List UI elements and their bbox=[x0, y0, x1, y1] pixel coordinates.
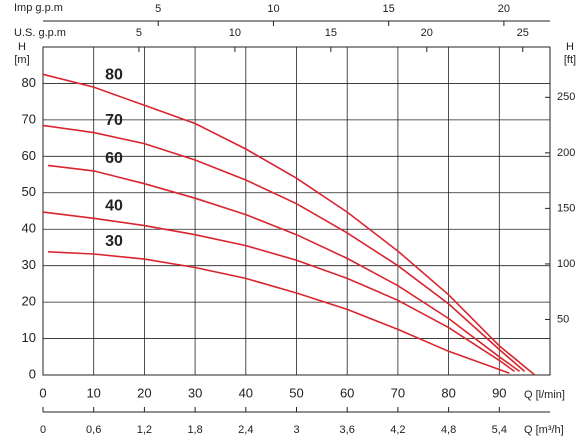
tick-label: 15 bbox=[325, 27, 337, 39]
y2-axis-label: [ft] bbox=[564, 54, 576, 66]
curve-label: 80 bbox=[105, 66, 123, 83]
y-tick-label: 40 bbox=[22, 221, 36, 236]
x-tick-label: 20 bbox=[137, 385, 151, 400]
x-axis-label: Q [l/min] bbox=[524, 389, 565, 401]
x-m3h-axis-label: Q [m³/h] bbox=[524, 424, 564, 436]
curve bbox=[48, 251, 510, 374]
y-tick-label: 20 bbox=[22, 294, 36, 309]
y2-tick-label: 200 bbox=[557, 147, 575, 159]
tick-label: 4,2 bbox=[390, 424, 405, 436]
x-tick-label: 0 bbox=[39, 385, 46, 400]
tick-label: 10 bbox=[267, 3, 279, 15]
tick-label: 5 bbox=[155, 3, 161, 15]
y2-tick-label: 50 bbox=[557, 313, 569, 325]
y2-tick-label: 100 bbox=[557, 258, 575, 270]
tick-label: 3,6 bbox=[340, 424, 355, 436]
x-tick-label: 50 bbox=[289, 385, 303, 400]
x-tick-label: 60 bbox=[340, 385, 354, 400]
curve-label: 70 bbox=[105, 112, 123, 129]
y-tick-label: 10 bbox=[22, 330, 36, 345]
tick-label: 15 bbox=[383, 3, 395, 15]
curve-label: 40 bbox=[105, 198, 123, 215]
tick-label: 3 bbox=[293, 424, 299, 436]
curve bbox=[42, 73, 536, 376]
tick-label: 4,8 bbox=[441, 424, 456, 436]
tick-label: 20 bbox=[421, 27, 433, 39]
x-tick-label: 90 bbox=[492, 385, 506, 400]
curve bbox=[42, 124, 526, 373]
y-tick-label: 30 bbox=[22, 257, 36, 272]
x-tick-label: 40 bbox=[239, 385, 253, 400]
y-tick-label: 70 bbox=[22, 111, 36, 126]
y-tick-label: 50 bbox=[22, 184, 36, 199]
tick-label: 5,4 bbox=[492, 424, 507, 436]
tick-label: 5 bbox=[136, 27, 142, 39]
tick-label: 10 bbox=[229, 27, 241, 39]
curve-label: 30 bbox=[105, 233, 123, 250]
imp-axis-label: Imp g.p.m bbox=[14, 2, 63, 14]
curve bbox=[48, 164, 521, 373]
y2-tick-label: 150 bbox=[557, 202, 575, 214]
x-tick-label: 80 bbox=[441, 385, 455, 400]
tick-label: 25 bbox=[517, 27, 529, 39]
y-axis-label-top: H bbox=[18, 41, 26, 53]
y-axis-label: [m] bbox=[14, 54, 29, 66]
curve bbox=[42, 211, 515, 373]
y-tick-label: 0 bbox=[29, 366, 36, 381]
us-axis-label: U.S. g.p.m bbox=[14, 27, 66, 39]
x-tick-label: 70 bbox=[391, 385, 405, 400]
y-tick-label: 60 bbox=[22, 148, 36, 163]
y2-tick-label: 250 bbox=[557, 91, 575, 103]
tick-label: 0 bbox=[40, 424, 46, 436]
tick-label: 20 bbox=[498, 3, 510, 15]
y2-axis-label-top: H bbox=[566, 41, 574, 53]
tick-label: 1,2 bbox=[137, 424, 152, 436]
x-tick-label: 30 bbox=[188, 385, 202, 400]
curve-label: 60 bbox=[105, 150, 123, 167]
tick-label: 1,8 bbox=[187, 424, 202, 436]
tick-label: 0,6 bbox=[86, 424, 101, 436]
x-tick-label: 10 bbox=[86, 385, 100, 400]
y-tick-label: 80 bbox=[22, 75, 36, 90]
tick-label: 2,4 bbox=[238, 424, 253, 436]
